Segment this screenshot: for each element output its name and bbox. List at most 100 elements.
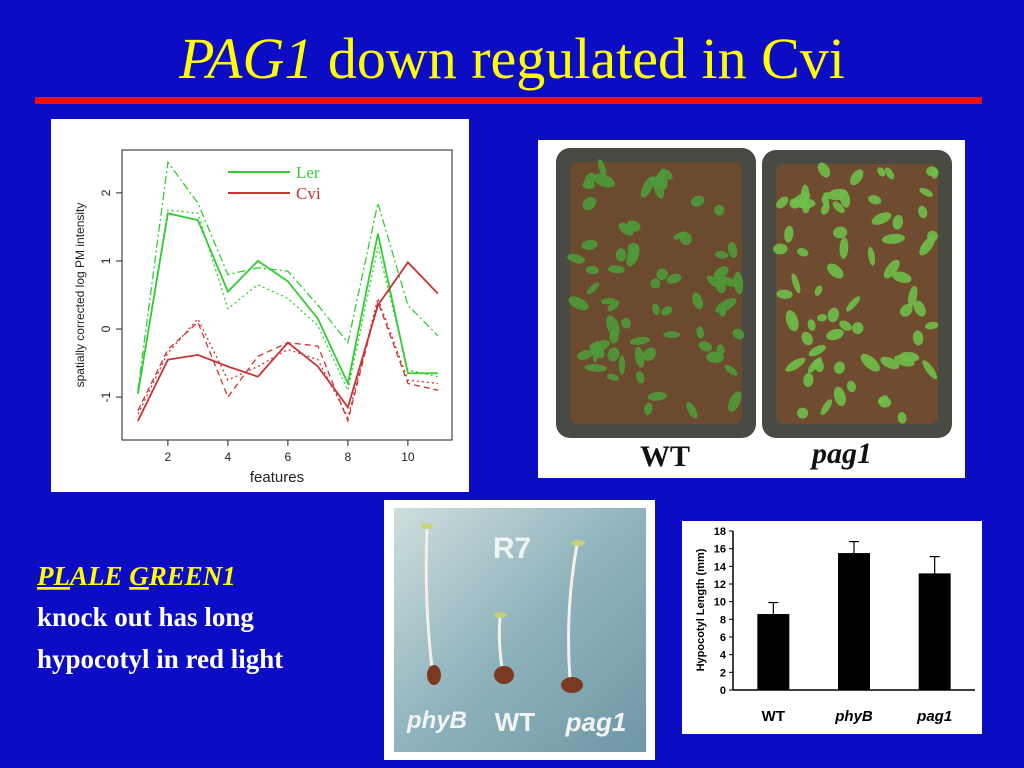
photo-label: WT [495,707,536,737]
leaf [773,243,788,255]
leaf [733,271,744,295]
leaf [727,241,738,258]
x-axis-label: features [250,469,304,486]
y-tick-label: 8 [720,614,726,626]
hypocotyl [497,617,504,669]
leaf [851,322,864,335]
leaf [927,230,938,242]
x-tick-label: pag1 [916,708,952,725]
leaf [924,321,939,330]
photo-label: WT [640,440,690,473]
leaf [698,341,713,352]
leaf [892,214,904,230]
y-tick-label: 6 [720,632,726,644]
leaf [663,331,681,338]
legend-label: Ler [296,163,320,182]
leaf [686,402,698,419]
leaf [567,253,585,264]
data-line [137,212,438,394]
leaf [643,402,653,416]
photo-label: phyB [406,707,467,734]
leaf [807,357,822,373]
leaf [797,248,809,257]
leaf [655,169,665,184]
leaf [652,303,660,316]
leaf [801,331,814,346]
leaf [839,237,849,259]
data-line [137,160,439,391]
leaf [728,391,742,412]
leaf [607,347,620,362]
leaf [618,222,634,236]
leaf [817,162,831,178]
leaf [582,181,595,190]
leaf [839,189,851,208]
leaf [926,166,938,177]
leaf [791,273,801,294]
leaf [814,285,823,296]
y-axis-label: spatially corrected log PM intensity [73,203,87,388]
y-tick-label: 4 [720,650,727,662]
photo-label: pag1 [809,437,872,470]
leaf [881,233,905,244]
title-rest: down regulated in Cvi [328,26,845,91]
photo-label: R7 [493,532,531,565]
leaf [636,371,645,384]
leaf [808,344,826,357]
leaf [581,239,598,250]
leaf [894,355,915,367]
leaf [584,364,607,372]
leaf [897,412,907,424]
leaf [719,305,727,317]
leaf [816,314,827,322]
leaf [640,176,655,198]
leaf [656,268,668,281]
leaf [833,386,846,407]
legend-label: Cvi [296,184,321,203]
leaf [690,195,705,207]
cotyledon [421,523,433,529]
leaf [839,320,852,331]
photo-label: pag1 [565,707,627,737]
photo-background [394,508,646,752]
leaf [885,167,895,180]
leaf [860,353,880,372]
hypocotyl [567,544,579,681]
y-tick-label: 18 [714,526,726,538]
leaf [776,289,793,299]
leaf [577,349,593,360]
leaf [666,273,682,284]
leaf [585,265,599,275]
leaf [871,212,892,225]
y-tick-label: 12 [714,579,726,591]
leaf [797,407,809,419]
leaf [634,346,645,368]
hypocotyl [424,527,434,669]
x-tick-label: WT [762,708,785,725]
leaf [692,292,704,310]
note-line: hypocotyl in red light [37,644,283,674]
leaf [908,285,918,307]
leaf [776,196,789,209]
leaf [807,319,816,331]
leaf [846,296,861,312]
leaf [867,246,876,266]
leaf [706,275,720,288]
leaf [714,250,729,259]
y-tick-label: 10 [714,597,726,609]
leaf [615,248,627,262]
leaf [626,244,640,267]
leaf [618,355,626,375]
x-tick-label: 8 [345,450,352,464]
root [561,677,583,693]
leaf [883,259,900,279]
y-tick-label: 16 [714,544,726,556]
leaf [878,397,892,408]
leaf [647,391,668,401]
note-line: knock out has long [37,602,254,632]
note-segment: PL [36,561,70,591]
leaf [607,300,620,312]
leaf [834,361,845,374]
x-tick-label: 4 [225,450,232,464]
